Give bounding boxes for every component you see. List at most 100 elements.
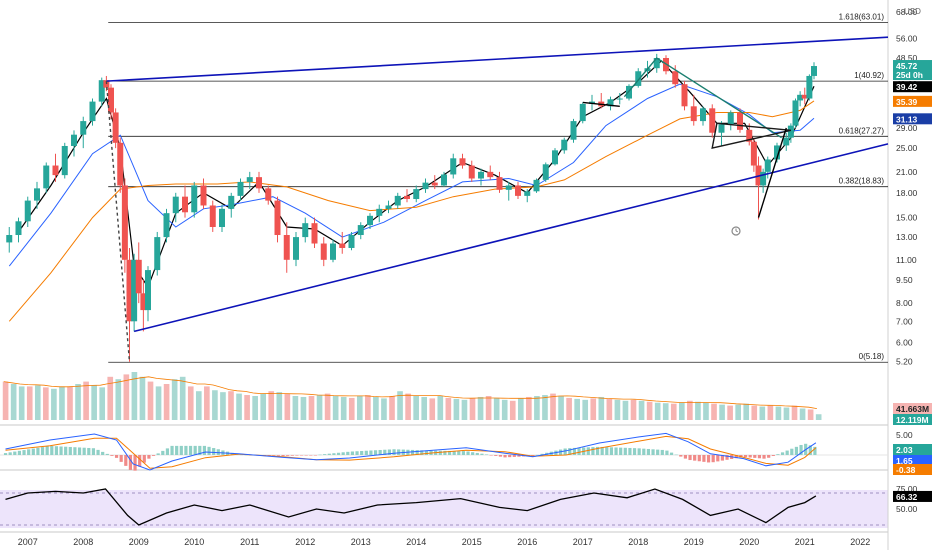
macd-histogram-bar bbox=[281, 455, 285, 456]
macd-histogram-bar bbox=[188, 445, 193, 455]
ma-mid-badge-text: 31.13 bbox=[896, 114, 918, 124]
macd-histogram-bar bbox=[36, 447, 40, 455]
volume-bar bbox=[163, 384, 170, 420]
time-tick-label: 2010 bbox=[184, 537, 204, 547]
volume-bar bbox=[340, 396, 347, 420]
candle-body bbox=[764, 159, 771, 172]
trendlines[interactable] bbox=[106, 36, 889, 333]
macd-histogram-bar bbox=[568, 448, 572, 455]
volume-bar bbox=[18, 386, 25, 420]
macd-histogram-bar bbox=[295, 455, 299, 456]
macd-histogram-bar bbox=[563, 448, 567, 455]
volume-bar bbox=[43, 387, 49, 420]
macd-histogram-bar bbox=[466, 451, 470, 455]
macd-histogram-bar bbox=[757, 455, 762, 459]
time-tick-label: 2014 bbox=[406, 537, 426, 547]
volume-bar bbox=[526, 396, 532, 420]
volume-bar bbox=[590, 398, 597, 420]
ma-mid-badge bbox=[893, 113, 932, 125]
fib-level-label: 1(40.92) bbox=[854, 71, 884, 80]
macd-histogram-bar bbox=[790, 448, 794, 455]
candle-body bbox=[792, 100, 799, 126]
candle-body bbox=[487, 171, 494, 178]
macd-histogram-bar bbox=[13, 451, 17, 455]
candle-body bbox=[126, 259, 133, 322]
candle-body bbox=[422, 182, 429, 190]
volume-bar bbox=[687, 400, 693, 420]
volume-bar bbox=[517, 398, 524, 420]
volume-bar bbox=[51, 388, 57, 420]
volume-bar bbox=[453, 398, 460, 420]
triangle-drawing[interactable] bbox=[711, 122, 792, 150]
macd-histogram-bar bbox=[808, 445, 812, 455]
macd-histogram-bar bbox=[605, 447, 609, 455]
macd-histogram-bar bbox=[397, 449, 401, 455]
macd-histogram-bar bbox=[679, 455, 683, 457]
volume-bar bbox=[195, 391, 202, 420]
time-tick-label: 2021 bbox=[795, 537, 815, 547]
time-tick-label: 2007 bbox=[18, 537, 38, 547]
macd-histogram-bar bbox=[91, 448, 96, 455]
volume-bar bbox=[815, 414, 822, 420]
candle-body bbox=[246, 177, 253, 182]
time-tick-label: 2009 bbox=[129, 537, 149, 547]
macd-histogram-bar bbox=[711, 455, 715, 463]
candle-body bbox=[274, 200, 281, 236]
time-tick-label: 2011 bbox=[240, 537, 259, 547]
trendline-lower[interactable] bbox=[133, 143, 889, 333]
volume-bars bbox=[2, 372, 822, 420]
trendline-upper[interactable] bbox=[106, 36, 889, 82]
volume-current-badge bbox=[893, 414, 932, 425]
bar-break-drawing[interactable] bbox=[582, 101, 620, 107]
macd-histogram-bar bbox=[341, 452, 345, 455]
candle-body bbox=[787, 125, 794, 138]
macd-histogram-bar bbox=[424, 450, 429, 455]
macd-histogram-bar bbox=[387, 449, 392, 455]
macd-histogram-bar bbox=[706, 455, 711, 463]
macd-histogram-bar bbox=[45, 446, 49, 455]
spike-drawing[interactable] bbox=[757, 127, 787, 218]
alarm-clock-icon[interactable] bbox=[731, 226, 741, 236]
macd-histogram-bar bbox=[77, 447, 82, 455]
macd-histogram-bar bbox=[96, 449, 100, 455]
candle-body bbox=[302, 223, 309, 238]
candle-body bbox=[339, 243, 346, 248]
volume-bar bbox=[566, 397, 572, 420]
dashed-drawing[interactable] bbox=[105, 81, 131, 363]
macd-histogram-bar bbox=[452, 450, 456, 455]
ma-slow-line bbox=[8, 100, 815, 322]
volume-bar bbox=[630, 399, 637, 420]
volume-ma-line bbox=[3, 376, 817, 409]
time-axis[interactable]: 2007 2008 2009 2010 2011 2012 2013 2014 2015 2016… bbox=[18, 537, 871, 547]
volume-bar bbox=[646, 401, 653, 420]
drawings[interactable] bbox=[105, 57, 792, 363]
volume-bar bbox=[429, 398, 436, 420]
macd-histogram-bar bbox=[54, 446, 59, 455]
volume-bar bbox=[356, 396, 363, 420]
price-tick-label: 11.00 bbox=[896, 255, 917, 265]
macd-histogram-bar bbox=[410, 449, 415, 455]
time-tick-label: 2022 bbox=[850, 537, 870, 547]
volume-bar bbox=[807, 409, 814, 420]
candle-body bbox=[542, 164, 549, 180]
macd-histogram-bar bbox=[309, 455, 313, 456]
time-tick-label: 2019 bbox=[684, 537, 704, 547]
candle-body bbox=[404, 195, 410, 200]
volume-bar bbox=[743, 403, 750, 420]
wedge-drawing[interactable] bbox=[623, 57, 782, 139]
price-tick-label: 15.00 bbox=[896, 213, 918, 223]
volume-bar bbox=[300, 396, 307, 420]
macd-signal-line bbox=[5, 435, 817, 469]
macd-histogram-bar bbox=[595, 446, 600, 455]
macd-histogram-bar bbox=[128, 455, 133, 470]
candle-body bbox=[191, 185, 198, 213]
macd-histogram-bar bbox=[697, 455, 701, 462]
fib-level-label: 0(5.18) bbox=[859, 352, 885, 361]
macd-histogram-bar bbox=[623, 447, 627, 455]
candle-body bbox=[413, 189, 420, 200]
volume-bar bbox=[155, 386, 162, 420]
candle-body bbox=[431, 182, 438, 186]
ma-fast-badge bbox=[893, 81, 932, 93]
